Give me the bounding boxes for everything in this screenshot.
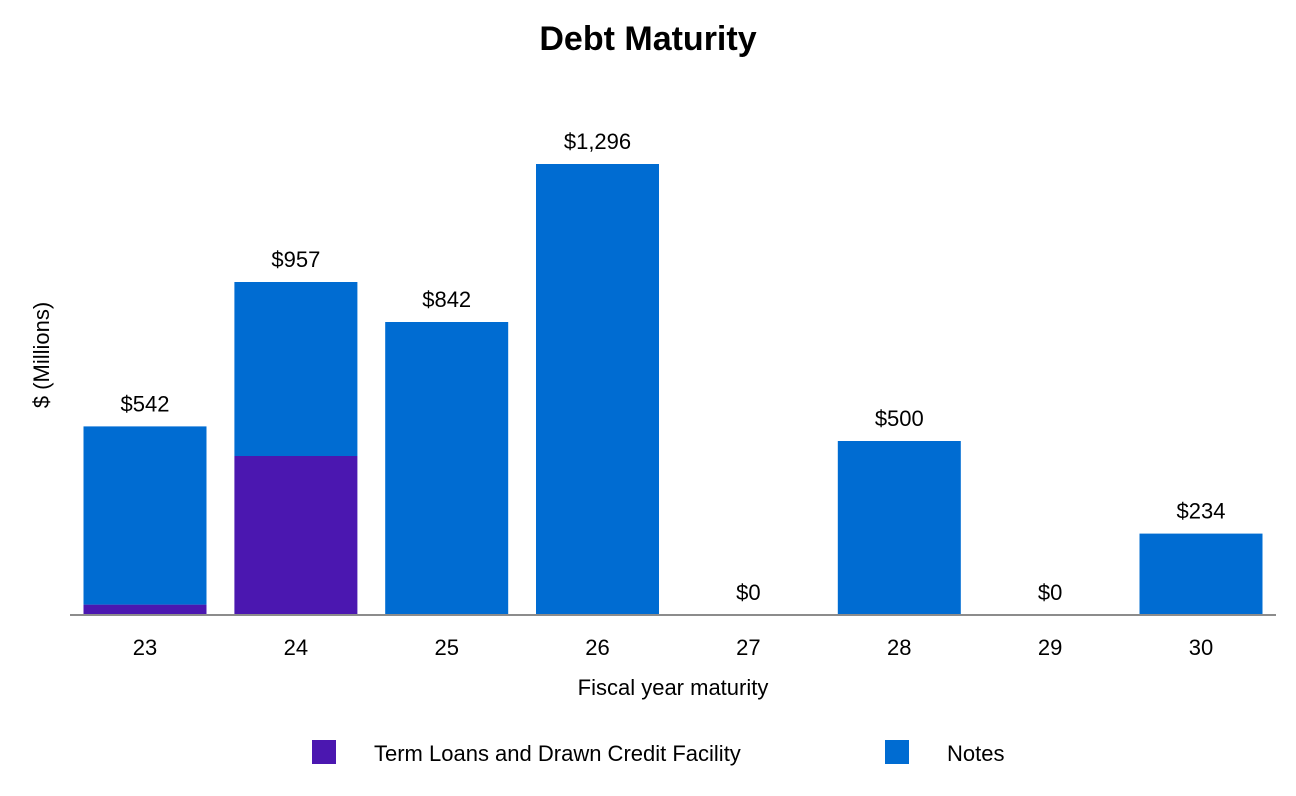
data-label-23: $542 [121, 391, 170, 416]
legend-swatch-term-loans [312, 740, 336, 764]
bar-term-loans-24 [234, 456, 358, 615]
data-label-29: $0 [1038, 580, 1062, 605]
y-axis-label: $ (Millions) [29, 302, 54, 408]
bar-notes-25 [385, 322, 509, 615]
data-label-25: $842 [422, 287, 471, 312]
x-tick-24: 24 [284, 635, 308, 660]
data-label-27: $0 [736, 580, 760, 605]
x-tick-labels: 23 24 25 26 27 28 29 30 [133, 635, 1213, 660]
legend-label-notes: Notes [947, 741, 1004, 766]
bar-notes-24 [234, 282, 358, 456]
bar-notes-23 [83, 426, 207, 605]
chart-title: Debt Maturity [539, 20, 756, 58]
data-label-26: $1,296 [564, 129, 631, 154]
bar-term-loans-23 [83, 604, 207, 615]
x-tick-23: 23 [133, 635, 157, 660]
data-labels-group: $542 $957 $842 $1,296 $0 $500 $0 $234 [121, 129, 1226, 605]
data-label-30: $234 [1177, 499, 1226, 524]
data-label-24: $957 [271, 247, 320, 272]
bar-notes-28 [837, 441, 961, 615]
x-tick-27: 27 [736, 635, 760, 660]
legend: Term Loans and Drawn Credit Facility Not… [312, 740, 1004, 766]
x-tick-28: 28 [887, 635, 911, 660]
x-axis-label: Fiscal year maturity [578, 675, 769, 700]
bar-notes-30 [1139, 533, 1263, 615]
bar-notes-26 [536, 164, 659, 615]
x-tick-30: 30 [1189, 635, 1213, 660]
x-tick-25: 25 [434, 635, 458, 660]
x-tick-29: 29 [1038, 635, 1062, 660]
data-label-28: $500 [875, 406, 924, 431]
legend-swatch-notes [885, 740, 909, 764]
bars-group [83, 164, 1263, 615]
x-tick-26: 26 [585, 635, 609, 660]
legend-label-term-loans: Term Loans and Drawn Credit Facility [374, 741, 741, 766]
